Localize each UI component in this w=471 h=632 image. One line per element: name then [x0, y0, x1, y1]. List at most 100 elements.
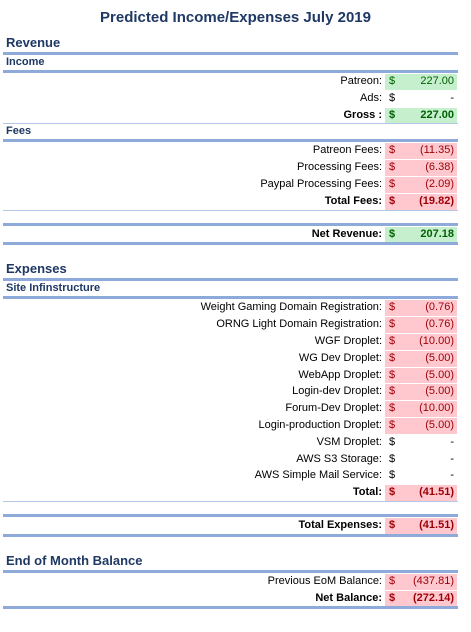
currency: $	[389, 591, 396, 604]
currency: $	[389, 91, 396, 104]
section-heading: Expenses	[6, 261, 67, 277]
value-cell	[385, 74, 457, 90]
row-value: -	[450, 469, 454, 482]
section-rule	[3, 278, 458, 282]
row-value: -	[450, 91, 454, 104]
currency: $	[389, 335, 396, 347]
closing-rule	[3, 533, 458, 537]
row-label: AWS Simple Mail Service:	[254, 469, 382, 482]
row-label: Gross :	[343, 108, 382, 121]
row-label: Forum-Dev Droplet:	[285, 402, 382, 415]
row-value: (19.82)	[419, 194, 454, 207]
group-heading: Income	[6, 56, 45, 68]
value-cell	[385, 160, 457, 176]
currency: $	[389, 75, 396, 87]
row-value: (5.00)	[425, 419, 454, 431]
value-cell	[385, 334, 457, 350]
group-heading: Fees	[6, 125, 32, 138]
row-value: (11.35)	[419, 144, 454, 157]
currency: $	[389, 435, 396, 448]
summary-rule	[3, 222, 458, 226]
section-rule	[3, 52, 458, 55]
value-cell	[385, 193, 457, 210]
currency: $	[389, 194, 396, 207]
currency: $	[389, 108, 396, 121]
row-label: Patreon:	[340, 75, 382, 87]
value-cell	[385, 177, 457, 193]
row-label: Previous EoM Balance:	[267, 574, 382, 587]
row-value: (5.00)	[425, 368, 454, 381]
closing-rule	[3, 242, 458, 246]
currency: $	[389, 419, 396, 431]
value-cell	[385, 590, 457, 607]
currency: $	[389, 368, 396, 381]
group-end-rule	[3, 501, 458, 502]
row-label: Weight Gaming Domain Registration:	[200, 301, 382, 314]
value-cell	[385, 384, 457, 401]
currency: $	[389, 227, 396, 240]
group-rule	[3, 139, 458, 143]
currency: $	[389, 161, 396, 174]
row-label: Total:	[352, 486, 382, 499]
group-end-rule	[3, 209, 458, 211]
value-cell	[385, 226, 457, 243]
row-value: (272.14)	[413, 591, 454, 604]
currency: $	[389, 318, 396, 331]
section-heading: Revenue	[6, 35, 61, 50]
value-cell	[385, 367, 457, 384]
group-rule	[3, 70, 458, 73]
row-value: 227.00	[420, 75, 454, 87]
row-value: 207.18	[420, 227, 454, 240]
row-label: Paypal Processing Fees:	[260, 178, 382, 190]
section-heading: End of Month Balance	[6, 552, 143, 568]
currency: $	[389, 178, 396, 190]
row-label: WebApp Droplet:	[298, 368, 382, 381]
currency: $	[389, 144, 396, 157]
row-value: 227.00	[420, 108, 454, 121]
row-value: (41.51)	[419, 519, 454, 531]
row-value: (0.76)	[425, 301, 454, 314]
row-label: Net Revenue:	[311, 227, 382, 240]
group-rule	[3, 296, 458, 300]
currency: $	[389, 385, 396, 398]
row-label: Processing Fees:	[297, 161, 382, 174]
group-heading: Site Infinstructure	[6, 282, 101, 295]
row-value: (5.00)	[425, 385, 454, 398]
row-label: AWS S3 Storage:	[296, 452, 382, 465]
row-label: ORNG Light Domain Registration:	[216, 318, 382, 331]
value-cell	[385, 143, 457, 160]
row-value: -	[450, 452, 454, 465]
row-value: (10.00)	[419, 335, 454, 347]
row-value: (0.76)	[425, 318, 454, 331]
currency: $	[389, 519, 396, 531]
row-value: (10.00)	[419, 402, 454, 415]
row-value: (6.38)	[425, 161, 454, 174]
row-label: Total Fees:	[324, 194, 382, 207]
value-cell	[385, 350, 457, 367]
row-label: WGF Droplet:	[314, 335, 382, 347]
row-value: -	[450, 435, 454, 448]
value-cell	[385, 317, 457, 333]
row-value: (41.51)	[419, 486, 454, 499]
value-cell	[385, 518, 457, 534]
summary-rule	[3, 514, 458, 517]
row-label: Patreon Fees:	[312, 144, 382, 157]
section-rule	[3, 569, 458, 573]
row-label: Net Balance:	[315, 591, 382, 604]
row-label: WG Dev Droplet:	[298, 351, 382, 364]
sheet-title: Predicted Income/Expenses July 2019	[100, 9, 371, 26]
row-value: (5.00)	[425, 351, 454, 364]
currency: $	[389, 351, 396, 364]
currency: $	[389, 574, 396, 587]
row-label: VSM Droplet:	[316, 435, 382, 448]
currency: $	[389, 486, 396, 499]
value-cell	[385, 107, 457, 124]
row-label: Total Expenses:	[298, 519, 382, 531]
row-label: Ads:	[359, 91, 382, 104]
value-cell	[385, 485, 457, 501]
currency: $	[389, 402, 396, 415]
currency: $	[389, 469, 396, 482]
value-cell	[385, 300, 457, 317]
closing-rule	[3, 606, 458, 610]
